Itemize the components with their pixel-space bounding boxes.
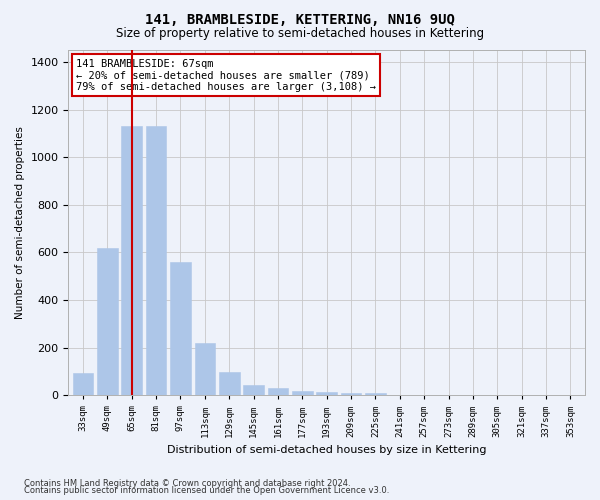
Bar	[268, 388, 289, 396]
Text: 141, BRAMBLESIDE, KETTERING, NN16 9UQ: 141, BRAMBLESIDE, KETTERING, NN16 9UQ	[145, 12, 455, 26]
Bar	[341, 393, 361, 396]
Bar	[97, 248, 118, 396]
Bar	[73, 373, 94, 396]
Bar	[194, 343, 215, 396]
X-axis label: Distribution of semi-detached houses by size in Kettering: Distribution of semi-detached houses by …	[167, 445, 487, 455]
Bar	[316, 392, 337, 396]
Bar	[170, 262, 191, 396]
Bar	[121, 126, 142, 396]
Bar	[365, 393, 386, 396]
Text: 141 BRAMBLESIDE: 67sqm
← 20% of semi-detached houses are smaller (789)
79% of se: 141 BRAMBLESIDE: 67sqm ← 20% of semi-det…	[76, 58, 376, 92]
Bar	[146, 126, 166, 396]
Text: Size of property relative to semi-detached houses in Kettering: Size of property relative to semi-detach…	[116, 28, 484, 40]
Bar	[292, 390, 313, 396]
Y-axis label: Number of semi-detached properties: Number of semi-detached properties	[15, 126, 25, 319]
Bar	[243, 384, 264, 396]
Text: Contains HM Land Registry data © Crown copyright and database right 2024.: Contains HM Land Registry data © Crown c…	[24, 478, 350, 488]
Text: Contains public sector information licensed under the Open Government Licence v3: Contains public sector information licen…	[24, 486, 389, 495]
Bar	[219, 372, 239, 396]
